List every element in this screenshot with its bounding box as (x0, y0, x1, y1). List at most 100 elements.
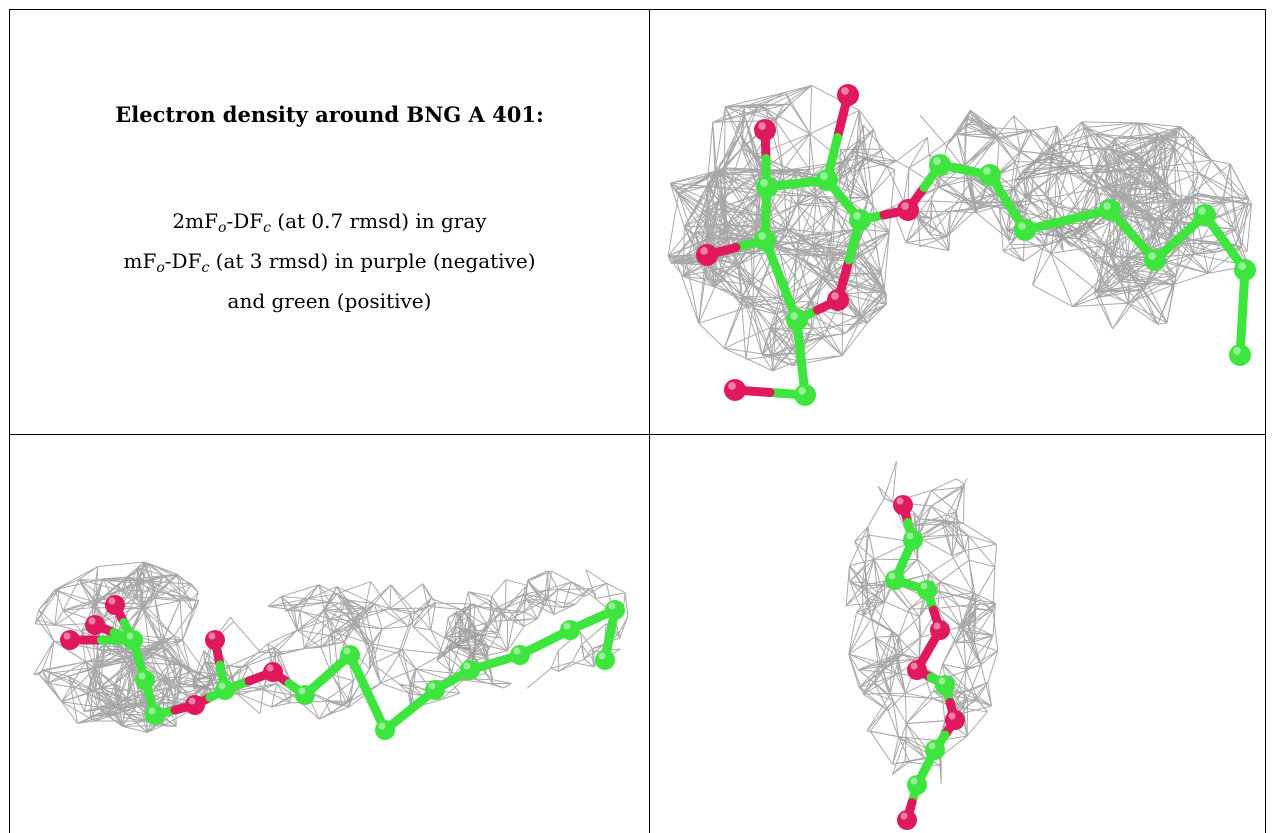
carbon-atom (135, 670, 155, 690)
atom-highlight (760, 179, 768, 187)
atom-highlight (563, 622, 571, 630)
atom-highlight (758, 232, 766, 240)
oxygen-atom (893, 495, 913, 515)
atom-highlight (910, 777, 918, 785)
carbon-atom (816, 169, 838, 191)
atom-highlight (901, 202, 909, 210)
carbon-atom (595, 650, 615, 670)
atom-highlight (63, 632, 71, 640)
carbon-atom (1229, 344, 1251, 366)
carbon-atom (1144, 249, 1166, 271)
carbon-atom (917, 580, 937, 600)
oxygen-atom (897, 810, 917, 830)
carbon-atom (756, 176, 778, 198)
table-frame (9, 9, 1266, 833)
atom-highlight (148, 707, 156, 715)
atom-highlight (910, 662, 918, 670)
atom-highlight (378, 722, 386, 730)
atom-highlight (188, 697, 196, 705)
carbon-atom (929, 154, 951, 176)
oxygen-atom (263, 662, 283, 682)
oxygen-atom (837, 84, 859, 106)
atom-highlight (208, 632, 216, 640)
legend-line-2: mFo-DFc (at 3 rmsd) in purple (negative) (123, 249, 536, 276)
oxygen-atom (930, 620, 950, 640)
oxygen-atom (827, 289, 849, 311)
carbon-atom (375, 720, 395, 740)
atom-highlight (920, 582, 928, 590)
carbon-atom (885, 570, 905, 590)
molecule-image-bottom-right (845, 461, 999, 830)
bottom-right-density-view (655, 440, 1260, 830)
legend-line-1: 2mFo-DFc (at 0.7 rmsd) in gray (172, 209, 487, 236)
atom-highlight (1233, 347, 1241, 355)
atom-highlight (928, 742, 936, 750)
atom-highlight (900, 812, 908, 820)
atom-highlight (948, 712, 956, 720)
molecule-image-bottom-left (33, 561, 629, 740)
atom-highlight (108, 597, 116, 605)
oxygen-atom (754, 119, 776, 141)
atom-highlight (790, 312, 798, 320)
atom-highlight (463, 662, 471, 670)
atom-highlight (126, 632, 134, 640)
atom-highlight (888, 572, 896, 580)
molecule-image-top-right (667, 84, 1256, 406)
oxygen-atom (205, 630, 225, 650)
carbon-atom (907, 775, 927, 795)
atom-highlight (820, 172, 828, 180)
carbon-atom (605, 600, 625, 620)
carbon-atom (849, 209, 871, 231)
carbon-atom (754, 229, 776, 251)
atom-highlight (513, 647, 521, 655)
atom-highlight (700, 247, 708, 255)
oxygen-atom (945, 710, 965, 730)
carbon-atom (925, 740, 945, 760)
oxygen-atom (907, 660, 927, 680)
atom-highlight (896, 497, 904, 505)
atom-highlight (1018, 222, 1026, 230)
atom-highlight (933, 157, 941, 165)
carbon-atom (340, 645, 360, 665)
atom-highlight (343, 647, 351, 655)
atom-highlight (428, 682, 436, 690)
top-right-density-view (655, 15, 1260, 429)
atom-highlight (608, 602, 616, 610)
oxygen-atom (724, 379, 746, 401)
carbon-atom (123, 630, 143, 650)
caption-cell: Electron density around BNG A 401: 2mFo-… (10, 10, 649, 434)
atom-highlight (831, 292, 839, 300)
oxygen-atom (60, 630, 80, 650)
legend-line-3: and green (positive) (227, 289, 432, 313)
row-divider (9, 434, 1266, 435)
atom-highlight (758, 122, 766, 130)
atom-highlight (1103, 202, 1111, 210)
caption-title: Electron density around BNG A 401: (115, 102, 544, 127)
carbon-atom (145, 705, 165, 725)
carbon-atom (1014, 219, 1036, 241)
atom-highlight (906, 532, 914, 540)
carbon-atom (935, 675, 955, 695)
carbon-atom (786, 309, 808, 331)
atom-highlight (266, 664, 274, 672)
atom-highlight (983, 167, 991, 175)
carbon-atom (1234, 259, 1256, 281)
atom-highlight (1148, 252, 1156, 260)
atom-highlight (138, 672, 146, 680)
atom-highlight (1238, 262, 1246, 270)
density-mesh (845, 461, 999, 784)
column-divider (649, 9, 650, 833)
carbon-atom (979, 164, 1001, 186)
atom-highlight (598, 652, 606, 660)
carbon-atom (1099, 199, 1121, 221)
carbon-atom (460, 660, 480, 680)
atom-highlight (933, 622, 941, 630)
atom-highlight (1198, 207, 1206, 215)
oxygen-atom (897, 199, 919, 221)
carbon-atom (295, 685, 315, 705)
atom-highlight (88, 617, 96, 625)
atom-highlight (218, 682, 226, 690)
oxygen-atom (185, 695, 205, 715)
oxygen-atom (85, 615, 105, 635)
carbon-atom (425, 680, 445, 700)
